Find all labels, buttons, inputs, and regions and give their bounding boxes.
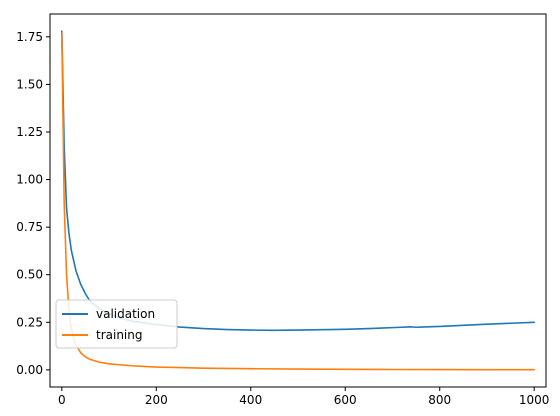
x-tick-label: 200 [145,393,168,407]
x-tick-label: 1000 [519,393,550,407]
y-tick-label: 0.75 [16,220,43,234]
x-tick-label: 400 [239,393,262,407]
axes-frame [49,13,547,388]
y-tick-label: 1.00 [16,173,43,187]
y-tick-label: 0.25 [16,315,43,329]
y-tick-label: 0.50 [16,268,43,282]
y-tick-label: 1.25 [16,125,43,139]
y-tick-label: 1.50 [16,77,43,91]
x-tick-label: 800 [428,393,451,407]
x-tick-label: 600 [334,393,357,407]
x-tick-label: 0 [58,393,66,407]
series-line-validation [61,30,535,332]
y-axis: 0.00 0.25 0.50 0.75 1.00 1.25 1.50 1.75 [16,30,50,377]
y-tick-label: 1.75 [16,30,43,44]
legend-label-validation: validation [96,307,155,321]
x-axis: 0 200 400 600 800 1000 [58,387,549,407]
y-tick-label: 0.00 [16,363,43,377]
legend: validation training [55,299,178,349]
legend-label-training: training [96,328,143,342]
